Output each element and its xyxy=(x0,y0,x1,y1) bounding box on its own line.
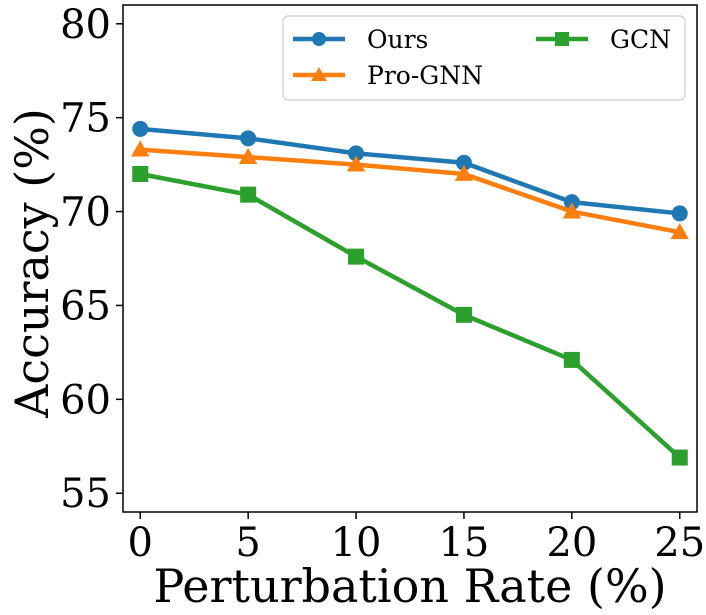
y-axis-title: Accuracy (%) xyxy=(5,108,59,419)
data-point-s1-3 xyxy=(454,164,474,181)
data-point-s1-2 xyxy=(346,155,366,172)
data-point-s2-0 xyxy=(132,166,149,182)
y-tick-label-1: 60 xyxy=(60,377,111,423)
x-tick-label-3: 15 xyxy=(438,520,489,566)
x-axis-title: Perturbation Rate (%) xyxy=(153,559,666,613)
data-point-s1-5 xyxy=(670,223,689,240)
series-line-2 xyxy=(139,171,682,460)
y-tick-label-0: 55 xyxy=(60,471,111,517)
y-tick-label-2: 65 xyxy=(60,283,111,329)
data-point-s1-4 xyxy=(562,202,582,219)
y-tick-label-4: 75 xyxy=(60,96,111,142)
x-tick-label-2: 10 xyxy=(331,520,382,566)
data-point-s0-2 xyxy=(348,145,365,162)
series-line-0 xyxy=(140,126,680,216)
y-tick-label-5: 80 xyxy=(60,2,111,48)
data-point-s2-1 xyxy=(240,186,257,203)
data-point-s0-1 xyxy=(240,130,257,147)
data-point-s0-3 xyxy=(455,154,472,171)
legend: Ours Pro-GNN GCN xyxy=(282,15,686,101)
data-point-s0-4 xyxy=(563,194,580,211)
x-tick-label-0: 0 xyxy=(128,520,153,566)
plot-frame xyxy=(122,4,698,513)
legend-marker-0 xyxy=(312,32,326,46)
data-point-s0-0 xyxy=(132,120,149,137)
axes-layer: 0 5 10 15 20 25 55 60 65 70 75 80 xyxy=(60,2,705,566)
x-tick-label-1: 5 xyxy=(235,520,260,566)
x-tick-label-4: 20 xyxy=(546,520,597,566)
y-tick-label-3: 70 xyxy=(60,190,111,236)
data-point-s0-5 xyxy=(671,205,688,222)
data-point-s1-1 xyxy=(238,147,258,164)
data-point-s2-2 xyxy=(348,248,365,265)
legend-label-0: Ours xyxy=(367,25,428,54)
series-line-1 xyxy=(140,147,681,235)
x-tick-label-5: 25 xyxy=(654,520,705,566)
data-point-s2-4 xyxy=(563,351,580,368)
data-point-s2-5 xyxy=(671,449,688,466)
legend-label-2: GCN xyxy=(610,25,671,54)
data-point-s1-0 xyxy=(131,140,150,157)
plot-layer xyxy=(131,120,689,466)
legend-marker-1 xyxy=(310,66,328,82)
data-point-s2-3 xyxy=(455,306,472,323)
legend-marker-2 xyxy=(555,32,569,46)
legend-label-1: Pro-GNN xyxy=(367,61,483,90)
